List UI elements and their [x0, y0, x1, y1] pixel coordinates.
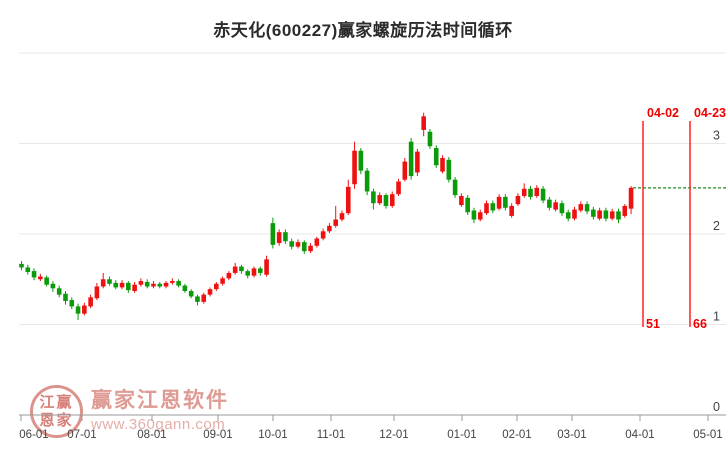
x-tick-label: 11-01: [317, 429, 346, 441]
y-tick-label: 2: [713, 219, 720, 233]
watermark-seal-row1: 江赢: [39, 394, 74, 412]
x-axis: 06-01 07-01 08-01 09-01 10-01 11-01 12-01 01-01…: [19, 414, 726, 441]
cycle-line-04-02: 04-02 51: [642, 106, 679, 331]
watermark-brand: 赢家江恩软件: [91, 389, 229, 412]
x-tick-label: 12-01: [379, 429, 408, 441]
y-tick-label: 1: [713, 310, 720, 324]
watermark-url: www.360gann.com: [91, 416, 226, 434]
x-tick-label: 03-01: [557, 429, 586, 441]
x-tick-label: 07-01: [67, 429, 96, 441]
x-tick-label: 08-01: [137, 429, 166, 441]
grid-lines: [19, 52, 726, 325]
y-axis-labels: 3 2 1 0: [713, 129, 720, 415]
x-tick-label: 10-01: [258, 429, 287, 441]
watermark: 江赢 恩家 赢家江恩软件 www.360gann.com: [30, 385, 229, 438]
cycle-date-label: 04-02: [647, 106, 679, 120]
x-tick-label: 06-01: [19, 429, 48, 441]
x-tick-label: 09-01: [203, 429, 232, 441]
x-tick-label: 05-01: [693, 429, 722, 441]
chart-title: 赤天化(600227)赢家螺旋历法时间循环: [213, 21, 513, 40]
x-tick-label: 04-01: [625, 429, 654, 441]
watermark-seal-row2: 恩家: [39, 411, 74, 429]
watermark-seal-icon: 江赢 恩家: [30, 385, 83, 438]
y-tick-label: 0: [713, 400, 720, 414]
cycle-count-label: 66: [693, 317, 707, 331]
candles-series: [19, 112, 634, 320]
x-tick-label: 02-01: [502, 429, 531, 441]
cycle-date-label: 04-23: [694, 106, 726, 120]
y-tick-label: 3: [713, 129, 720, 143]
cycle-line-04-23: 04-23 66: [689, 106, 726, 331]
cycle-count-label: 51: [646, 317, 660, 331]
x-tick-label: 01-01: [447, 429, 476, 441]
